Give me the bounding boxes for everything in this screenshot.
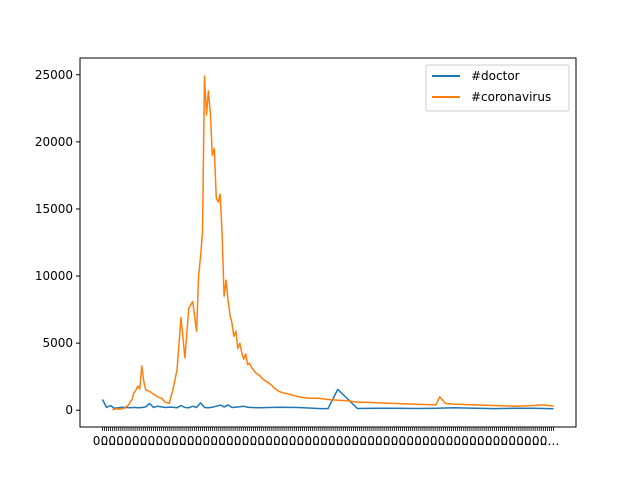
legend: #doctor #coronavirus bbox=[425, 64, 570, 112]
x-tick-label: 0… bbox=[516, 434, 536, 448]
x-tick-label: 0… bbox=[265, 434, 285, 448]
x-tick-label: 0… bbox=[132, 434, 152, 448]
plot-area-frame bbox=[79, 57, 577, 428]
x-tick-label: 0… bbox=[485, 434, 505, 448]
series-line-doctor bbox=[101, 388, 554, 410]
x-tick-label: 0… bbox=[210, 434, 230, 448]
x-tick-label: 0… bbox=[540, 434, 560, 448]
series-line-coronavirus bbox=[112, 75, 554, 411]
x-tick-label: 0… bbox=[453, 434, 473, 448]
x-tick-label: 0… bbox=[367, 434, 387, 448]
x-tick-label: 0… bbox=[524, 434, 544, 448]
x-tick-label: 0… bbox=[257, 434, 277, 448]
x-tick-label: 0… bbox=[218, 434, 238, 448]
x-tick-label: 0… bbox=[140, 434, 160, 448]
x-tick-label: 0… bbox=[155, 434, 175, 448]
x-tick-label: 0… bbox=[438, 434, 458, 448]
x-tick-label: 0… bbox=[304, 434, 324, 448]
x-tick-label: 0… bbox=[226, 434, 246, 448]
x-tick-label: 0… bbox=[234, 434, 254, 448]
x-tick-label: 0… bbox=[469, 434, 489, 448]
x-tick-label: 0… bbox=[501, 434, 521, 448]
x-tick-label: 0… bbox=[116, 434, 136, 448]
x-tick-label: 0… bbox=[383, 434, 403, 448]
x-tick-label: 0… bbox=[336, 434, 356, 448]
y-tick-label: 5000 bbox=[42, 336, 73, 350]
y-axis-ticks: 0 5000 10000 15000 20000 25000 bbox=[35, 68, 80, 417]
x-tick-label: 0… bbox=[179, 434, 199, 448]
x-tick-label: 0… bbox=[399, 434, 419, 448]
x-tick-label: 0… bbox=[430, 434, 450, 448]
x-tick-label: 0… bbox=[320, 434, 340, 448]
x-tick-label: 0… bbox=[344, 434, 364, 448]
x-tick-label: 0… bbox=[414, 434, 434, 448]
x-tick-label: 0… bbox=[281, 434, 301, 448]
x-tick-label: 0… bbox=[124, 434, 144, 448]
legend-label-doctor: #doctor bbox=[471, 69, 520, 83]
x-tick-label: 0… bbox=[406, 434, 426, 448]
x-tick-label: 0… bbox=[187, 434, 207, 448]
x-tick-label: 0… bbox=[391, 434, 411, 448]
x-tick-label: 0… bbox=[375, 434, 395, 448]
series-lines bbox=[101, 75, 554, 411]
x-tick-label: 0… bbox=[352, 434, 372, 448]
legend-label-coronavirus: #coronavirus bbox=[471, 90, 551, 104]
x-tick-label: 0… bbox=[203, 434, 223, 448]
x-tick-label: 0… bbox=[250, 434, 270, 448]
x-tick-label: 0… bbox=[532, 434, 552, 448]
x-tick-label: 0… bbox=[312, 434, 332, 448]
x-tick-label: 0… bbox=[163, 434, 183, 448]
x-tick-label: 0… bbox=[195, 434, 215, 448]
legend-box bbox=[425, 64, 570, 112]
x-tick-label: 0… bbox=[148, 434, 168, 448]
y-tick-label: 15000 bbox=[35, 202, 73, 216]
y-tick-label: 25000 bbox=[35, 68, 73, 82]
x-axis-ticks: 0…0…0…0…0…0…0…0…0…0…0…0…0…0…0…0…0…0…0…0…… bbox=[93, 427, 560, 448]
x-tick-label: 0… bbox=[359, 434, 379, 448]
x-tick-label: 0… bbox=[297, 434, 317, 448]
x-tick-label: 0… bbox=[446, 434, 466, 448]
x-tick-label: 0… bbox=[422, 434, 442, 448]
x-tick-label: 0… bbox=[493, 434, 513, 448]
x-tick-label: 0… bbox=[273, 434, 293, 448]
x-tick-label: 0… bbox=[101, 434, 121, 448]
y-tick-label: 10000 bbox=[35, 269, 73, 283]
x-tick-label: 0… bbox=[508, 434, 528, 448]
x-tick-label: 0… bbox=[477, 434, 497, 448]
y-tick-label: 20000 bbox=[35, 135, 73, 149]
x-tick-label: 0… bbox=[93, 434, 113, 448]
x-tick-label: 0… bbox=[108, 434, 128, 448]
x-tick-label: 0… bbox=[242, 434, 262, 448]
x-tick-label: 0… bbox=[289, 434, 309, 448]
x-tick-label: 0… bbox=[328, 434, 348, 448]
x-tick-label: 0… bbox=[461, 434, 481, 448]
y-tick-label: 0 bbox=[65, 403, 73, 417]
x-tick-label: 0… bbox=[171, 434, 191, 448]
